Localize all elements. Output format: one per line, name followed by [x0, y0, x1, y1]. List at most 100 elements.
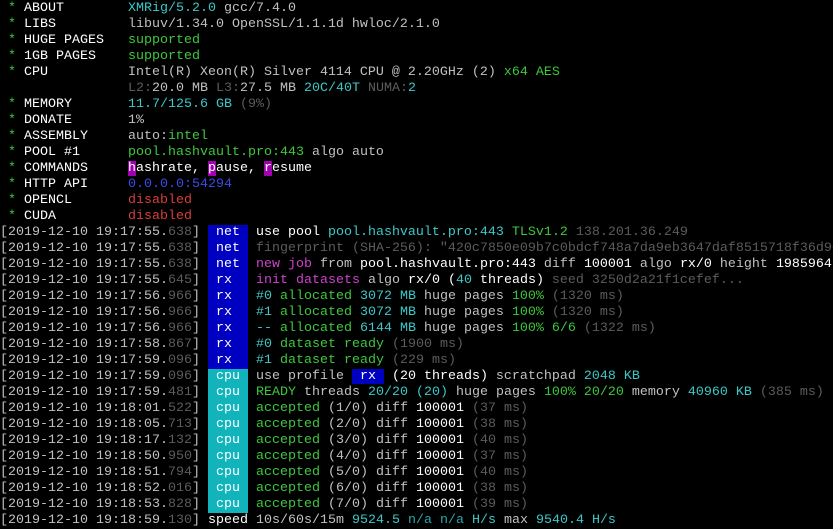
timestamp: [2019-12-10 19:17:56.: [0, 321, 168, 336]
log-line: [2019-12-10 19:18:05.713] cpu accepted (…: [0, 417, 833, 433]
log-message-part: accepted: [255, 401, 320, 416]
log-message-part: rx/0: [407, 273, 440, 288]
log-message-part: (38 ms): [463, 481, 528, 496]
sep: [248, 353, 256, 368]
log-message-part: (37 ms): [463, 449, 528, 464]
timestamp-ms: 966: [167, 289, 192, 304]
timestamp-ms: 481: [167, 385, 192, 400]
info-label: HTTP API: [24, 177, 128, 192]
log-message-part: diff: [367, 433, 416, 448]
log-message-part: pool.hashvault.pro:443: [359, 257, 536, 272]
log-message-part: diff: [367, 417, 416, 432]
timestamp-end: ]: [191, 465, 208, 480]
log-line: [2019-12-10 19:17:59.096] cpu use profil…: [0, 369, 833, 385]
info-value: 0.0.0.0:54294: [127, 177, 232, 192]
log-line: [2019-12-10 19:18:17.132] cpu accepted (…: [0, 433, 833, 449]
log-message-part: 100001: [415, 417, 464, 432]
log-message-part: (39 ms): [463, 497, 528, 512]
log-message-part: 3072 MB: [359, 289, 416, 304]
timestamp-ms: 645: [167, 273, 192, 288]
log-tag-rx: rx: [207, 321, 248, 337]
info-label: ABOUT: [24, 1, 128, 16]
log-message-part: rx/0: [679, 257, 712, 272]
info-value: intel: [167, 129, 208, 144]
log-message-part: allocated: [271, 305, 360, 320]
timestamp-ms: 638: [167, 241, 192, 256]
timestamp-end: ]: [191, 321, 208, 336]
log-message-part: diff: [535, 257, 584, 272]
log-line: [2019-12-10 19:17:55.638] net use pool p…: [0, 225, 833, 241]
log-message-part: huge pages: [415, 321, 512, 336]
info-value: esume: [271, 161, 312, 176]
info-label: COMMANDS: [24, 161, 128, 176]
bullet-icon: *: [0, 1, 24, 16]
bullet-icon: *: [0, 161, 24, 176]
log-message-part: 40: [455, 273, 472, 288]
info-value: ause,: [215, 161, 264, 176]
info-value: NUMA:: [359, 81, 408, 96]
log-line: [2019-12-10 19:17:55.638] net fingerprin…: [0, 241, 833, 257]
log-line: [2019-12-10 19:17:56.966] rx -- allocate…: [0, 321, 833, 337]
log-message-part: (1/0): [319, 401, 368, 416]
log-tag-cpu: cpu: [207, 401, 248, 417]
info-line: * DONATE 1%: [0, 113, 833, 129]
timestamp-ms: 130: [167, 513, 192, 528]
info-value: 1%: [127, 113, 144, 128]
log-line: [2019-12-10 19:18:52.016] cpu accepted (…: [0, 481, 833, 497]
info-value: 2: [407, 81, 416, 96]
log-message-part: #1: [255, 353, 272, 368]
info-line: * HUGE PAGES supported: [0, 33, 833, 49]
log-message-part: 100001: [583, 257, 632, 272]
indent: [0, 81, 128, 96]
log-tag-cpu: cpu: [207, 465, 248, 481]
log-message-part: diff: [367, 481, 416, 496]
log-message-part: rx: [351, 369, 384, 384]
log-message-part: accepted: [255, 497, 320, 512]
timestamp-end: ]: [191, 289, 208, 304]
log-tag-cpu: cpu: [207, 385, 248, 401]
sep: [248, 241, 256, 256]
timestamp-ms: 966: [167, 321, 192, 336]
timestamp: [2019-12-10 19:18:17.: [0, 433, 168, 448]
info-label: ASSEMBLY: [24, 129, 128, 144]
info-value: algo auto: [303, 145, 384, 160]
log-tag-rx: rx: [207, 273, 248, 289]
timestamp-end: ]: [191, 257, 208, 272]
timestamp-ms: 713: [167, 417, 192, 432]
info-value: pool.hashvault.pro:443: [127, 145, 304, 160]
log-message-part: (40 ms): [463, 433, 528, 448]
log-message-part: (6/0): [319, 481, 368, 496]
log-tag-cpu: cpu: [207, 417, 248, 433]
info-value: L3:: [215, 81, 240, 96]
timestamp: [2019-12-10 19:17:55.: [0, 225, 168, 240]
timestamp: [2019-12-10 19:17:56.: [0, 289, 168, 304]
timestamp-end: ]: [191, 225, 208, 240]
log-message-part: 100%: [511, 305, 544, 320]
log-message-part: allocated: [271, 321, 360, 336]
timestamp-end: ]: [191, 369, 208, 384]
log-message-part: (1900 ms): [383, 337, 464, 352]
log-tag-net: net: [207, 257, 248, 273]
sep: [248, 273, 256, 288]
log-line: [2019-12-10 19:17:55.638] net new job fr…: [0, 257, 833, 273]
log-message-part: (4/0): [319, 449, 368, 464]
sep: [248, 401, 256, 416]
info-line: * MEMORY 11.7/125.6 GB (9%): [0, 97, 833, 113]
log-message-part: pool.hashvault.pro:443: [327, 225, 504, 240]
bullet-icon: *: [0, 145, 24, 160]
info-value: XMRig/5.2.0: [127, 1, 216, 16]
log-message-part: 138.201.36.249: [567, 225, 688, 240]
log-message-part: (2/0): [319, 417, 368, 432]
bullet-icon: *: [0, 209, 24, 224]
log-message-part: memory: [623, 385, 688, 400]
info-value: supported: [127, 33, 200, 48]
log-line: [2019-12-10 19:18:51.794] cpu accepted (…: [0, 465, 833, 481]
timestamp-ms: 867: [167, 337, 192, 352]
info-value: disabled: [127, 193, 192, 208]
log-message-part: threads: [295, 385, 368, 400]
info-label: LIBS: [24, 17, 128, 32]
timestamp-end: ]: [191, 385, 208, 400]
log-message-part: (1320 ms): [543, 289, 624, 304]
timestamp-end: ]: [191, 337, 208, 352]
